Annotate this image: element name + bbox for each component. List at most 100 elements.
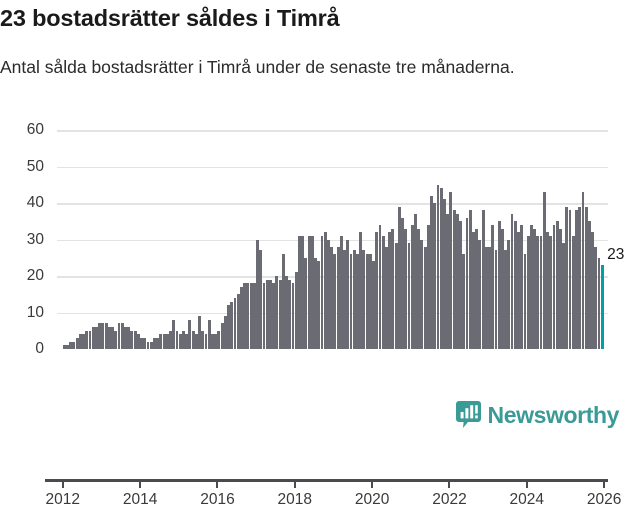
bar — [185, 334, 189, 349]
bar-chart-bubble-icon — [455, 401, 481, 429]
x-tick — [525, 479, 528, 488]
bar — [542, 192, 546, 349]
bar — [269, 279, 272, 349]
chart-subtitle: Antal sålda bostadsrätter i Timrå under … — [0, 57, 515, 77]
bar — [530, 224, 533, 349]
bar — [394, 243, 398, 349]
bar — [82, 334, 85, 349]
bar — [188, 319, 192, 349]
bar — [256, 239, 259, 349]
x-axis-line — [45, 479, 608, 482]
chart-container: 23 bostadsrätter såldes i Timrå Antal så… — [0, 5, 625, 508]
x-tick-label: 2016 — [200, 491, 235, 508]
x-tick — [293, 479, 296, 488]
plot-area: 0 10 20 30 40 50 60 2012 2014 2016 2018 2020 2022 20… — [27, 121, 625, 508]
bar — [439, 188, 443, 349]
bar — [375, 232, 379, 349]
bar — [446, 213, 450, 349]
bar — [127, 327, 131, 349]
bar — [159, 334, 163, 349]
bar — [549, 235, 553, 349]
bar — [240, 286, 243, 349]
bar — [423, 246, 427, 349]
bar — [501, 228, 504, 349]
bar — [62, 345, 66, 349]
x-tick — [216, 479, 219, 488]
bar — [291, 283, 295, 349]
bar — [481, 210, 485, 349]
bar — [288, 279, 292, 349]
bar — [130, 330, 134, 349]
y-tick-label: 40 — [26, 194, 44, 211]
bar — [220, 323, 224, 349]
bar — [368, 254, 372, 349]
bar-highlighted — [600, 265, 604, 349]
bar — [236, 294, 240, 349]
bar — [165, 334, 169, 349]
bar — [259, 250, 263, 349]
bar — [365, 254, 369, 349]
bar — [339, 235, 343, 349]
bar — [223, 316, 227, 349]
bar — [391, 228, 395, 349]
bar — [497, 221, 501, 349]
bar — [140, 338, 143, 349]
bar — [523, 254, 527, 349]
bar — [69, 341, 73, 349]
logo-wordmark: Newsworthy — [487, 401, 620, 428]
bar — [581, 192, 585, 349]
bar — [114, 330, 118, 349]
x-tick-label: 2018 — [277, 491, 313, 508]
x-tick — [603, 479, 606, 488]
bar — [571, 235, 575, 349]
bar — [430, 195, 433, 349]
bar — [172, 319, 176, 349]
gridline-40 — [57, 203, 608, 205]
bar — [584, 206, 588, 349]
bar — [443, 199, 446, 349]
bar — [317, 261, 321, 349]
bar — [381, 235, 385, 349]
bar — [478, 239, 482, 349]
bar — [310, 235, 314, 349]
bar — [533, 228, 537, 349]
bar — [217, 330, 221, 349]
newsworthy-logo[interactable]: Newsworthy — [455, 401, 620, 429]
gridline-30 — [57, 239, 608, 241]
bar — [227, 305, 230, 349]
bar — [104, 323, 108, 349]
bar — [91, 327, 95, 349]
bar — [262, 283, 266, 349]
y-tick-label: 60 — [26, 121, 44, 138]
bar — [455, 213, 459, 349]
bar — [281, 254, 285, 349]
bar — [98, 323, 102, 349]
bar — [66, 345, 69, 349]
bar — [278, 279, 282, 349]
bar — [78, 334, 82, 349]
bar — [294, 272, 298, 349]
bar — [285, 276, 288, 349]
bar — [362, 250, 366, 349]
bar — [591, 232, 595, 349]
bar — [246, 283, 250, 349]
bar — [107, 327, 111, 349]
bar — [233, 297, 237, 349]
bar — [407, 243, 411, 349]
bar — [75, 338, 79, 349]
y-tick-label: 10 — [26, 303, 44, 321]
bar — [111, 327, 114, 349]
bar — [330, 246, 334, 349]
bar — [117, 323, 121, 349]
x-tick — [139, 479, 142, 488]
bar — [194, 334, 198, 349]
bar — [475, 228, 479, 349]
bar — [207, 319, 211, 349]
bar — [575, 210, 578, 349]
bar — [298, 235, 301, 349]
bar — [85, 330, 89, 349]
bar — [243, 283, 247, 349]
gridline-50 — [57, 166, 608, 168]
bar — [201, 330, 205, 349]
bar — [510, 213, 514, 349]
